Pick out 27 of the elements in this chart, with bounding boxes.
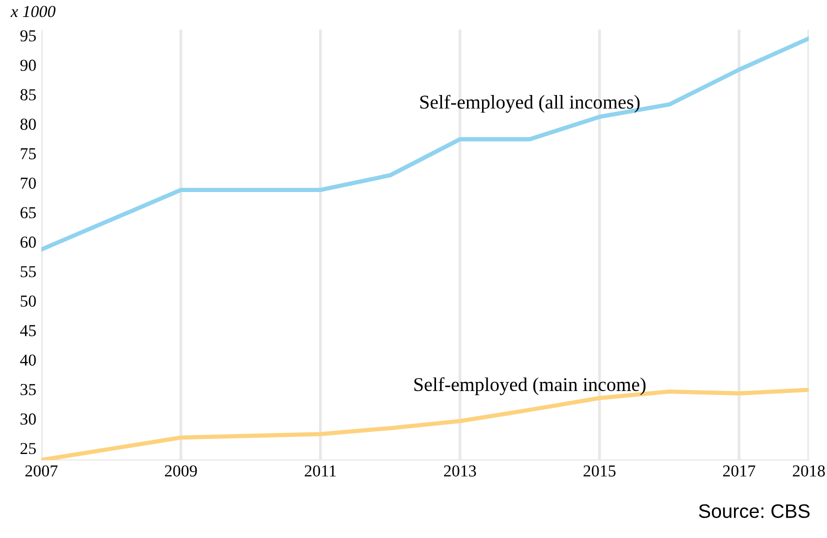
x-tick-label: 2009: [164, 465, 197, 477]
series-label: Self-employed (all incomes): [420, 94, 640, 113]
y-tick-label: 60: [20, 236, 36, 248]
y-tick-label: 85: [20, 89, 36, 100]
y-tick-label: 80: [20, 118, 36, 130]
y-axis-title: x 1000: [10, 6, 56, 18]
x-tick-label: 2018: [792, 465, 825, 477]
y-tick-label: 55: [20, 266, 36, 278]
y-tick-label: 70: [20, 178, 36, 189]
x-tick-label: 2007: [25, 465, 58, 477]
y-tick-label: 95: [20, 30, 36, 42]
y-tick-label: 40: [20, 354, 36, 366]
y-tick-label: 90: [20, 60, 36, 71]
y-tick-label: 30: [20, 413, 36, 425]
y-tick-label: 65: [20, 207, 36, 218]
source-note: Source: CBS: [698, 504, 810, 518]
y-tick-label: 50: [20, 296, 36, 307]
line-series: [41, 36, 809, 252]
x-tick-label: 2015: [584, 465, 616, 477]
y-tick-label: 45: [20, 325, 36, 336]
x-tick-label: 2017: [723, 465, 756, 477]
x-tick-label: 2013: [444, 465, 476, 477]
x-tick-label: 2011: [304, 465, 336, 477]
y-tick-label: 25: [20, 442, 36, 454]
y-tick-label: 35: [20, 384, 36, 396]
series-label: Self-employed (main income): [414, 377, 646, 396]
y-tick-label: 75: [20, 148, 36, 160]
